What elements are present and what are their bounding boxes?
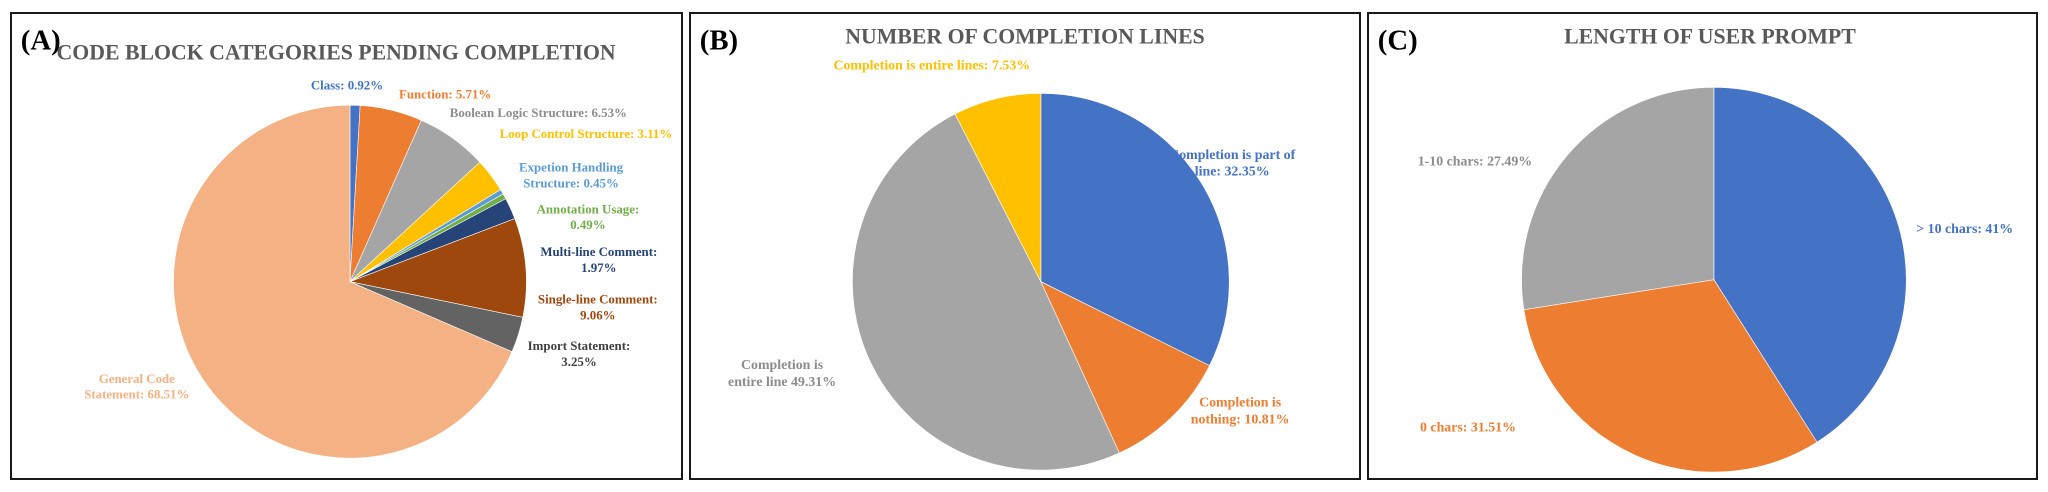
slice-label-function: Function: 5.71% [399,87,491,101]
slice-label-completion-is-nothing: Completion is nothing: 10.81% [1191,396,1290,428]
pie-chart-c: (C) LENGTH OF USER PROMPT > 10 chars: 41… [1378,25,2013,473]
panel-c: (C) LENGTH OF USER PROMPT > 10 chars: 41… [1367,12,2038,480]
slice-label-completion-is-entire-line: Completion is entire line 49.31% [728,358,836,390]
pie-chart-b: (B) NUMBER OF COMPLETION LINES Completio… [700,25,1296,471]
chart-title-b: NUMBER OF COMPLETION LINES [845,25,1204,49]
slice-label-1-10-chars: 1-10 chars: 27.49% [1418,155,1532,170]
pie-chart-a: (A) CODE BLOCK CATEGORIES PENDING COMPLE… [21,25,672,459]
slice-label-loop-control-structure: Loop Control Structure: 3.11% [500,127,673,141]
slice-label-expetion-handling-structure: Expetion Handling Structure: 0.45% [519,161,624,191]
slices-b [852,93,1230,471]
slice-label-annotation-usage: Annotation Usage: 0.49% [537,202,640,232]
slice-label-class: Class: 0.92% [311,78,383,92]
pie-slice-completion-is-nothing [1040,281,1210,454]
pie-slice-0-chars [1523,279,1818,473]
slice-label-completion-is-entire-lines: Completion is entire lines: 7.53% [833,59,1030,74]
slice-label-general-code-statement: General Code Statement: 68.51% [84,372,189,402]
slices-a [173,104,527,459]
slice-label-10-chars: > 10 chars: 41% [1916,222,2013,237]
panel-a: (A) CODE BLOCK CATEGORIES PENDING COMPLE… [10,12,683,480]
labels-a: Class: 0.92% Function: 5.71% Boolean Logic… [84,78,672,401]
slice-label-single-line-comment: Single-line Comment: 9.06% [538,293,658,323]
pie-slice-general-code-statement [173,104,513,459]
pie-slice-completion-is-entire-lines [954,93,1042,282]
slices-c [1521,87,1907,473]
panel-label-c: (C) [1378,25,1418,57]
panel-label-b: (B) [700,25,738,57]
labels-b: Completion is part of line: 32.35% Complet… [728,59,1296,428]
chart-title-a: CODE BLOCK CATEGORIES PENDING COMPLETION [57,41,616,65]
chart-title-c: LENGTH OF USER PROMPT [1564,25,1856,49]
pie-slice-10-chars [1713,87,1907,443]
labels-c: > 10 chars: 41% 0 chars: 31.51% 1-10 chars… [1418,155,2013,436]
pie-slice-completion-is-entire-line [852,113,1120,471]
slice-label-import-statement: Import Statement: 3.25% [528,339,631,369]
slice-label-completion-is-part-of-line: Completion is part of line: 32.35% [1169,148,1295,180]
pie-slice-completion-is-part-of-line [1040,93,1230,367]
slice-label-multi-line-comment: Multi-line Comment: 1.97% [540,245,657,275]
panel-label-a: (A) [21,25,61,57]
slice-label-boolean-logic-structure: Boolean Logic Structure: 6.53% [450,106,627,120]
pie-slice-1-10-chars [1521,87,1715,311]
pie-slice-single-line-comment [348,218,527,318]
panel-b: (B) NUMBER OF COMPLETION LINES Completio… [689,12,1361,480]
slice-label-0-chars: 0 chars: 31.51% [1420,420,1516,435]
